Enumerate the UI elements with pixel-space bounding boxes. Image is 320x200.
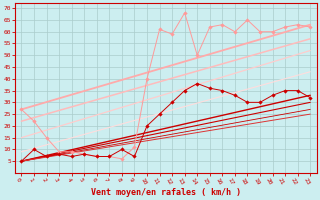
X-axis label: Vent moyen/en rafales ( km/h ): Vent moyen/en rafales ( km/h ) [91,188,241,197]
